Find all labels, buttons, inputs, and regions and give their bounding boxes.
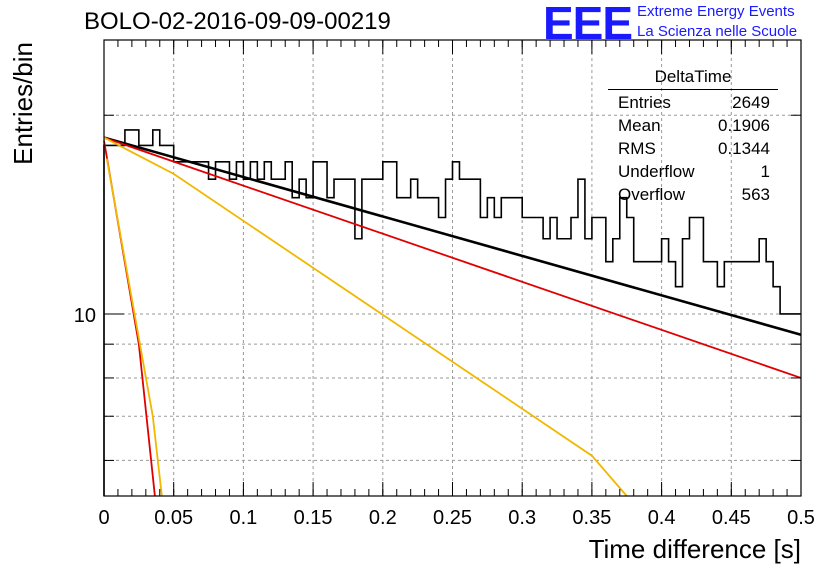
stat-key: Overflow xyxy=(618,185,686,204)
stat-row-entries: Entries 2649 xyxy=(618,92,770,114)
x-tick-label: 0.4 xyxy=(648,507,676,529)
fit-curve-0 xyxy=(103,136,802,337)
stat-row-overflow: Overflow 563 xyxy=(618,184,770,206)
x-tick-label: 0.05 xyxy=(154,507,193,529)
y-axis-title: Entries/bin xyxy=(8,42,38,165)
x-tick-label: 0.35 xyxy=(572,507,611,529)
stat-value: 563 xyxy=(741,185,770,204)
stat-value: 1 xyxy=(760,162,770,181)
stat-value: 2649 xyxy=(732,93,770,112)
stat-value: 0.1906 xyxy=(718,116,770,135)
stat-row-rms: RMS 0.1344 xyxy=(618,138,770,160)
y-tick-label: 10 xyxy=(74,305,96,327)
fit-curve-4 xyxy=(105,158,163,497)
x-tick-label: 0.45 xyxy=(712,507,751,529)
logo-subtitle-line1: Extreme Energy Events xyxy=(637,3,795,20)
x-tick-label: 0.25 xyxy=(433,507,472,529)
stat-key: Entries xyxy=(618,93,671,112)
stat-row-mean: Mean 0.1906 xyxy=(618,115,770,137)
stat-value: 0.1344 xyxy=(718,139,770,158)
x-tick-label: 0.1 xyxy=(229,507,257,529)
stats-divider xyxy=(608,89,778,90)
x-tick-label: 0.2 xyxy=(369,507,397,529)
x-tick-label: 0.3 xyxy=(508,507,536,529)
histogram-outline xyxy=(103,129,801,496)
stats-title: DeltaTime xyxy=(654,67,732,86)
fit-curve-1 xyxy=(103,136,802,379)
logo-subtitle-line2: La Scienza nelle Scuole xyxy=(637,23,798,40)
x-axis-title: Time difference [s] xyxy=(589,534,801,564)
stat-key: Mean xyxy=(618,116,661,135)
x-tick-label: 0.5 xyxy=(787,507,815,529)
stat-key: RMS xyxy=(618,139,656,158)
stat-key: Underflow xyxy=(618,162,695,181)
fit-curve-2 xyxy=(103,136,628,497)
stats-box: DeltaTime Entries 2649 Mean 0.1906 RMS 0… xyxy=(608,66,778,204)
eee-logo: EEE xyxy=(543,0,633,49)
chart-title: BOLO-02-2016-09-09-00219 xyxy=(84,8,391,35)
x-tick-label: 0.15 xyxy=(294,507,333,529)
stat-row-underflow: Underflow 1 xyxy=(618,161,770,183)
x-tick-label: 0 xyxy=(98,507,109,529)
